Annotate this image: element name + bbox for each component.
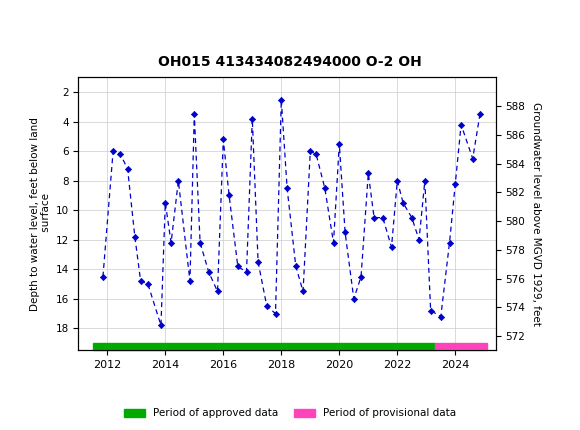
Text: ▤USGS: ▤USGS bbox=[7, 15, 68, 30]
Bar bbox=[435, 343, 487, 350]
Y-axis label: Depth to water level, feet below land
 surface: Depth to water level, feet below land su… bbox=[30, 117, 51, 311]
Bar bbox=[93, 343, 435, 350]
Text: OH015 413434082494000 O-2 OH: OH015 413434082494000 O-2 OH bbox=[158, 55, 422, 69]
Legend: Period of approved data, Period of provisional data: Period of approved data, Period of provi… bbox=[119, 404, 461, 423]
Y-axis label: Groundwater level above MGVD 1929, feet: Groundwater level above MGVD 1929, feet bbox=[531, 102, 541, 326]
